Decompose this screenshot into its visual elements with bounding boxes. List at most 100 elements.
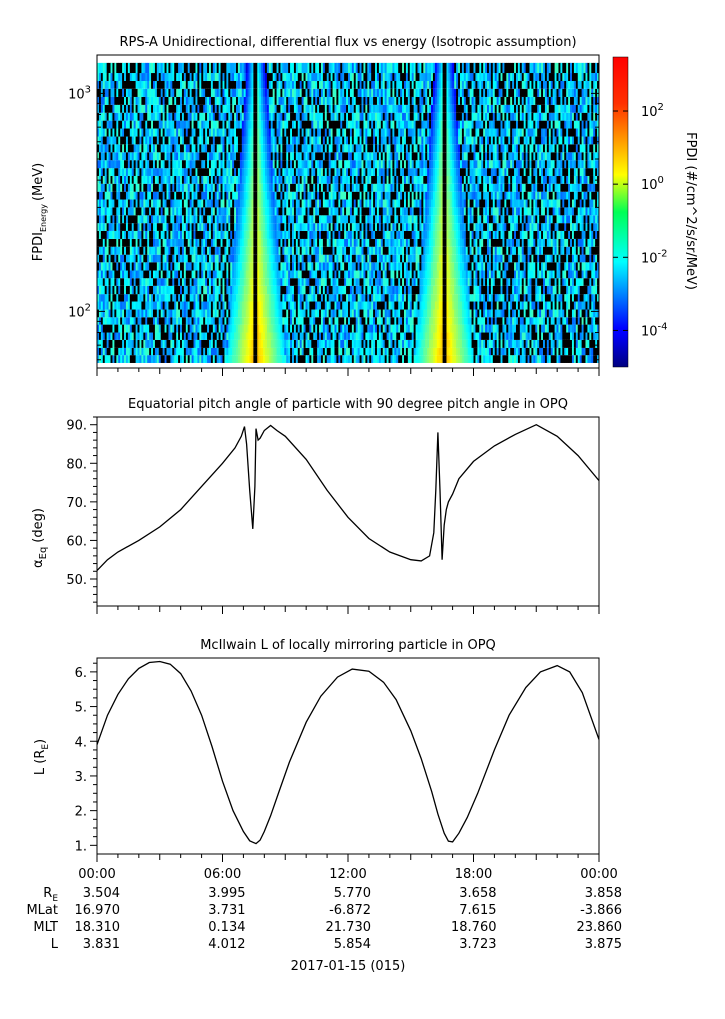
spectrogram-cell-empty — [216, 339, 220, 348]
spectrogram-cell — [104, 246, 108, 255]
spectrogram-cell-empty — [570, 355, 573, 363]
spectrogram-cell — [317, 246, 320, 255]
spectrogram-cell — [417, 347, 420, 356]
spectrogram-cell-empty — [502, 278, 505, 286]
spectrogram-cell — [461, 347, 465, 356]
spectrogram-cell — [237, 347, 241, 356]
spectrogram-cell-empty — [166, 339, 169, 348]
spectrogram-cell — [440, 223, 444, 231]
spectrogram-cell — [236, 347, 239, 356]
spectrogram-cell — [247, 254, 250, 263]
spectrogram-cell — [593, 254, 596, 263]
spectrogram-cell — [465, 294, 469, 302]
spectrogram-cell — [483, 215, 486, 224]
spectrogram-cell — [587, 262, 590, 271]
spectrogram-cell-empty — [517, 317, 521, 325]
spectrogram-cell-empty — [122, 223, 125, 231]
spectrogram-cell — [104, 309, 108, 318]
spectrogram-cell-empty — [305, 262, 308, 271]
spectrogram-cell-empty — [334, 339, 337, 348]
spectrogram-cell — [174, 262, 177, 271]
spectrogram-cell-empty — [483, 254, 486, 263]
spectrogram-cell — [232, 270, 235, 279]
spectrogram-cell-empty — [207, 238, 210, 247]
spectrogram-cell — [266, 278, 270, 286]
spectrogram-cell — [595, 309, 598, 318]
spectrogram-cell — [226, 230, 229, 239]
spectrogram-cell-empty — [120, 285, 123, 295]
spectrogram-cell — [438, 215, 442, 224]
spectrogram-cell — [400, 317, 403, 325]
spectrogram-cell-empty — [371, 238, 374, 247]
spectrogram-cell — [139, 324, 142, 333]
spectrogram-cell-empty — [527, 301, 530, 310]
spectrogram-cell — [272, 238, 276, 247]
spectrogram-cell — [479, 215, 482, 224]
spectrogram-cell-empty — [490, 230, 494, 239]
spectrogram-cell — [299, 223, 303, 231]
spectrogram-cell-empty — [373, 215, 376, 224]
spectrogram-cell — [234, 332, 237, 340]
spectrogram-cell — [359, 317, 362, 325]
spectrogram-cell — [284, 301, 287, 310]
spectrogram-cell — [481, 294, 484, 302]
spectrogram-cell-empty — [483, 246, 486, 255]
spectrogram-cell — [181, 215, 185, 224]
spectrogram-cell-empty — [108, 278, 111, 286]
spectrogram-cell — [459, 223, 463, 231]
spectrogram-cell — [178, 215, 181, 224]
spectrogram-cell — [137, 215, 140, 224]
spectrogram-cell — [247, 262, 250, 271]
spectrogram-cell — [369, 254, 372, 263]
spectrogram-cell — [585, 223, 588, 231]
spectrogram-cell — [112, 347, 115, 356]
spectrogram-cell — [106, 294, 109, 302]
spectrogram-panel: RPS-A Unidirectional, differential flux … — [31, 35, 600, 376]
spectrogram-cell-empty — [301, 355, 304, 363]
spectrogram-cell-empty — [546, 246, 550, 255]
spectrogram-cell — [207, 355, 210, 363]
spectrogram-cell-empty — [313, 301, 316, 310]
spectrogram-cell — [315, 230, 318, 239]
spectrogram-cell — [415, 339, 418, 348]
spectrogram-cell — [548, 332, 552, 340]
spectrogram-cell — [282, 215, 285, 224]
spectrogram-cell-empty — [114, 339, 117, 348]
spectrogram-cell — [251, 294, 254, 302]
spectrogram-cell — [558, 215, 561, 224]
spectrogram-cell-empty — [419, 254, 422, 263]
spectrogram-cell — [313, 223, 316, 231]
spectrogram-cell — [266, 246, 270, 255]
spectrogram-cell — [432, 270, 436, 279]
spectrogram-cell-empty — [506, 254, 509, 263]
spectrogram-cell — [112, 215, 115, 224]
spectrogram-cell — [514, 317, 517, 325]
spectrogram-cell-empty — [597, 254, 599, 263]
spectrogram-cell — [224, 317, 227, 325]
spectrogram-cell — [261, 355, 264, 363]
spectrogram-cell — [367, 339, 370, 348]
spectrogram-cell-empty — [133, 238, 137, 247]
spectrogram-cell — [344, 238, 347, 247]
spectrogram-cell — [251, 332, 254, 340]
spectrogram-cell-empty — [581, 339, 584, 348]
spectrogram-cell-empty — [253, 278, 256, 286]
spectrogram-cell — [261, 285, 264, 295]
spectrogram-cell — [156, 230, 160, 239]
spectrogram-cell — [276, 223, 279, 231]
spectrogram-cell — [500, 347, 503, 356]
spectrogram-cell-empty — [444, 278, 447, 286]
spectrogram-cell — [141, 278, 144, 286]
spectrogram-cell — [357, 339, 360, 348]
spectrogram-cell — [110, 294, 113, 302]
spectrogram-cell — [386, 317, 389, 325]
spectrogram-cell — [500, 230, 503, 239]
spectrogram-cell — [313, 309, 316, 318]
spectrogram-cell — [241, 285, 245, 295]
spectrogram-cell — [104, 262, 108, 271]
spectrogram-cell — [288, 230, 291, 239]
spectrogram-cell — [193, 207, 196, 216]
spectrogram-cell — [170, 215, 173, 224]
spectrogram-cell-empty — [181, 332, 185, 340]
spectrogram-cell-empty — [502, 339, 505, 348]
